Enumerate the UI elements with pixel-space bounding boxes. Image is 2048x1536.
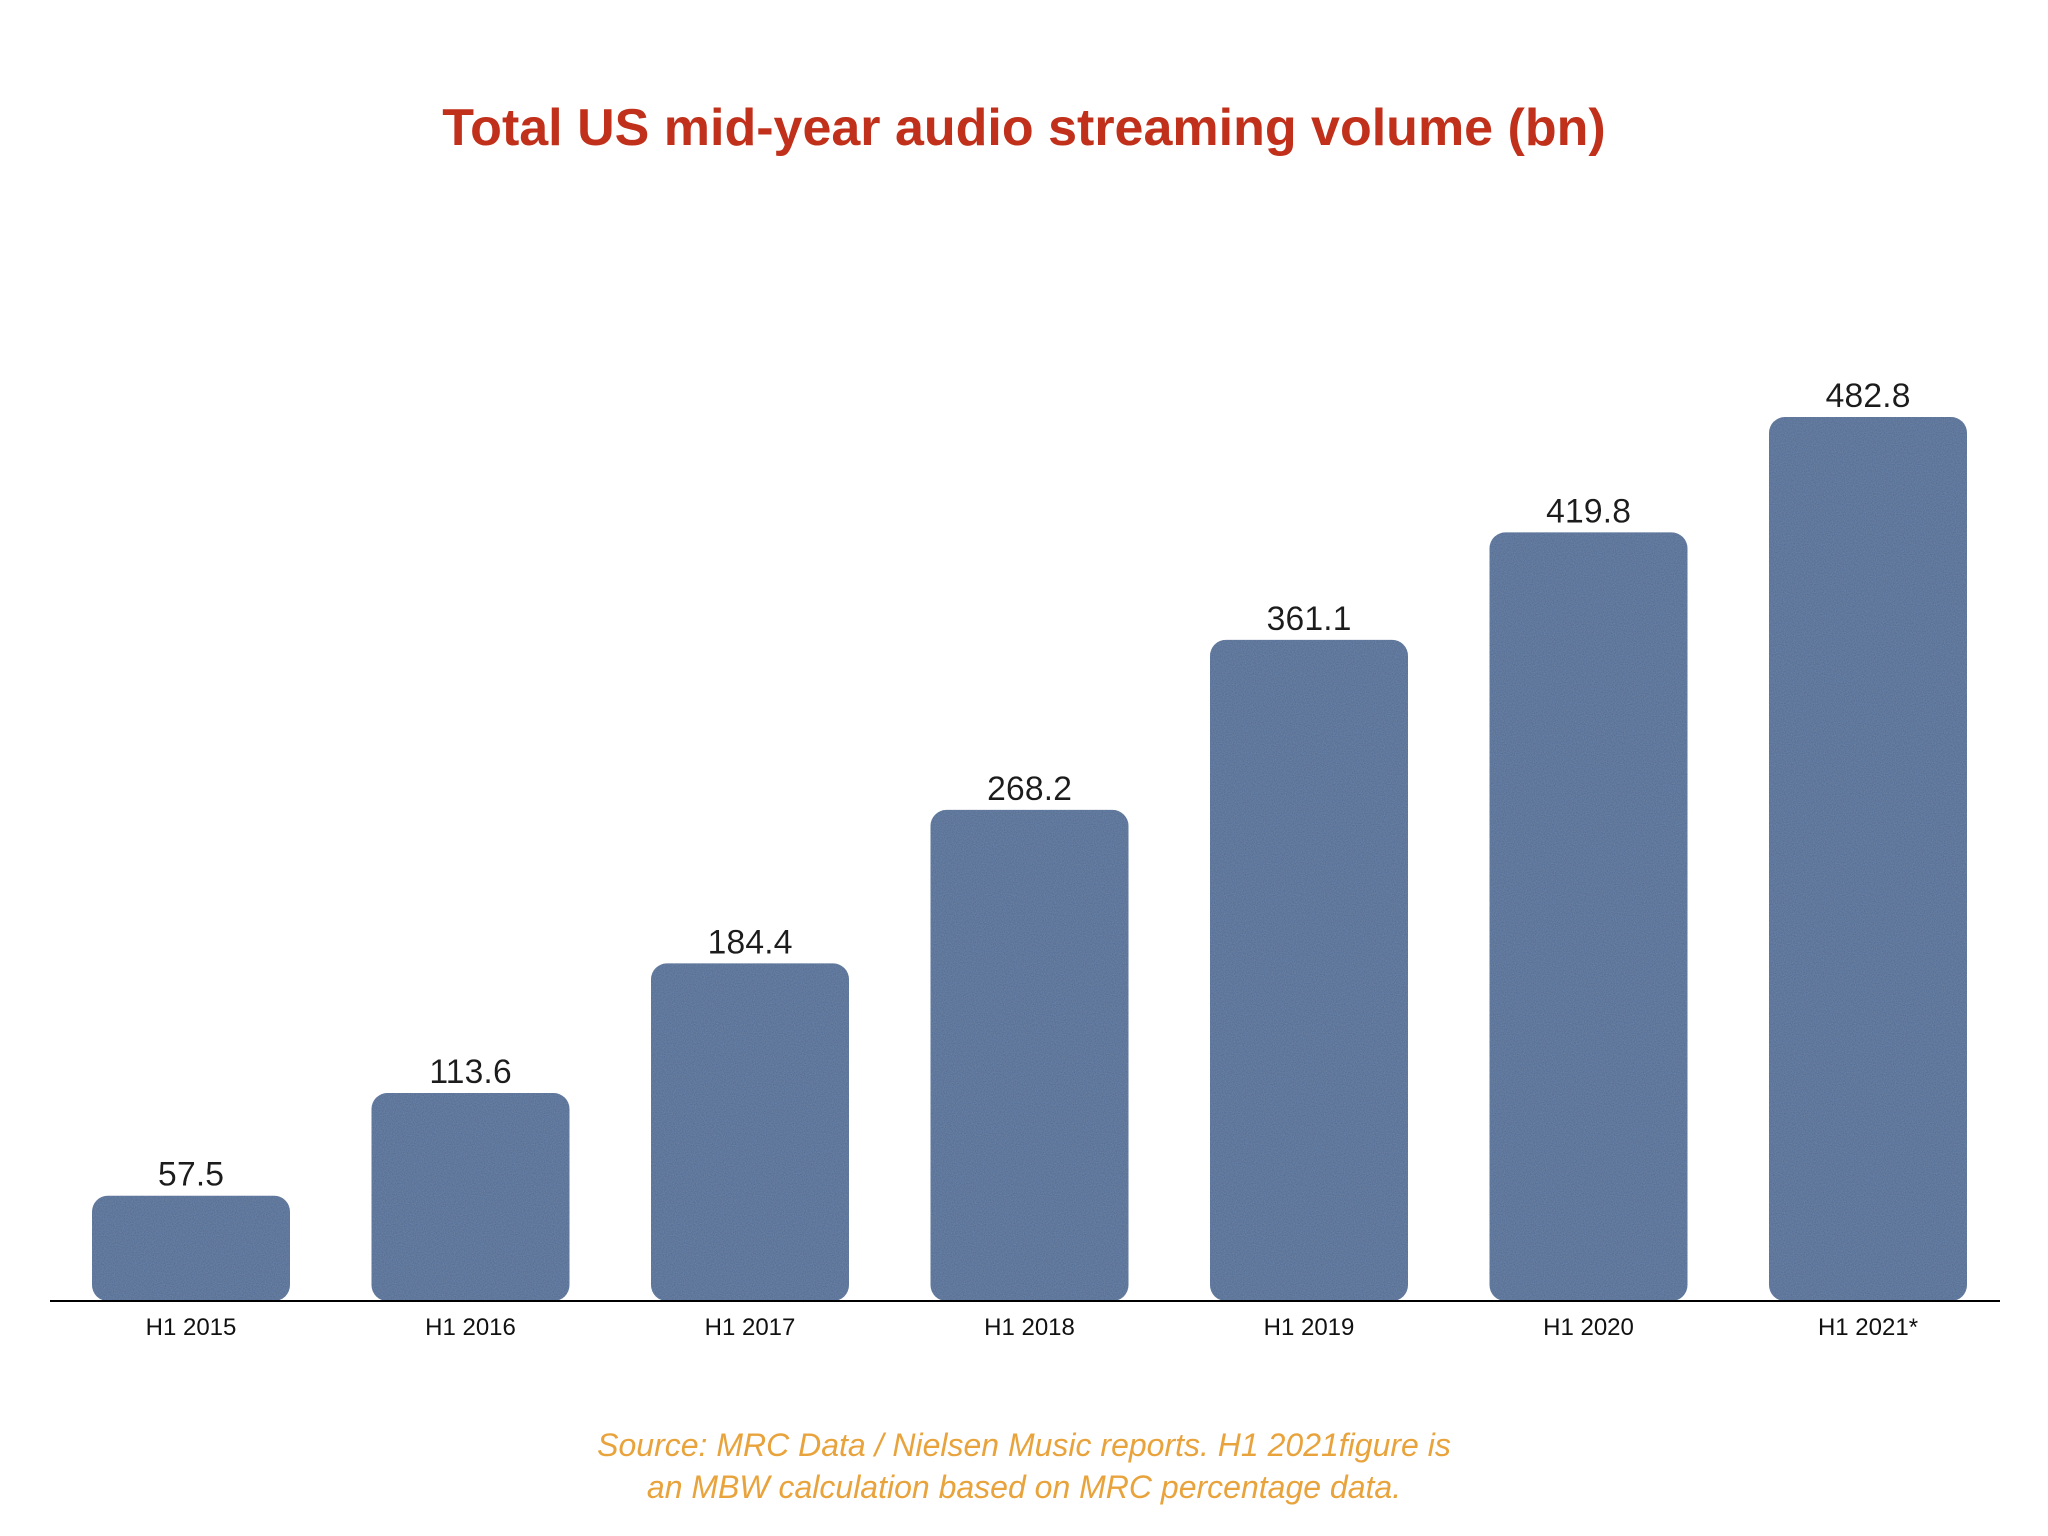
chart-title: Total US mid-year audio streaming volume… — [442, 99, 1606, 157]
value-label-1: 57.5 — [158, 1156, 224, 1194]
bar-1 — [92, 1195, 290, 1301]
value-labels-group: 57.5 113.6 184.4 268.2 361.1 419.8 482.8 — [158, 377, 1911, 1194]
bar-5 — [1210, 639, 1408, 1301]
source-footnote-line-2: an MBW calculation based on MRC percenta… — [646, 1469, 1402, 1505]
bar-4 — [930, 809, 1129, 1301]
x-tick-label-4: H1 2018 — [984, 1314, 1075, 1341]
value-label-3: 184.4 — [707, 923, 792, 961]
x-tick-label-7: H1 2021* — [1818, 1314, 1918, 1341]
x-tick-label-6: H1 2020 — [1543, 1314, 1634, 1341]
x-tick-label-2: H1 2016 — [425, 1314, 516, 1341]
bar-3 — [651, 963, 849, 1301]
x-tick-labels: H1 2015 H1 2016 H1 2017 H1 2018 H1 2019 H1 20… — [146, 1314, 1918, 1341]
x-tick-label-5: H1 2019 — [1264, 1314, 1355, 1341]
bar-6 — [1489, 532, 1688, 1301]
value-label-2: 113.6 — [429, 1053, 512, 1091]
value-label-5: 361.1 — [1266, 600, 1351, 638]
bar-2 — [371, 1093, 570, 1301]
x-tick-label-1: H1 2015 — [146, 1314, 237, 1341]
value-label-7: 482.8 — [1825, 377, 1910, 415]
value-label-6: 419.8 — [1546, 492, 1631, 530]
source-footnote: Source: MRC Data / Nielsen Music reports… — [0, 1424, 2048, 1508]
bar-7 — [1769, 417, 1967, 1301]
value-label-4: 268.2 — [987, 770, 1072, 808]
bars-group — [92, 417, 1967, 1301]
x-tick-label-3: H1 2017 — [705, 1314, 796, 1341]
source-footnote-line-1: Source: MRC Data / Nielsen Music reports… — [597, 1427, 1451, 1463]
